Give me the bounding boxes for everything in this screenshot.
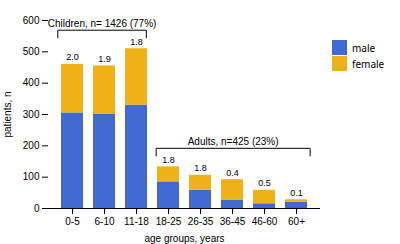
svg-text:2.0: 2.0 (66, 52, 79, 62)
svg-text:patients, n: patients, n (2, 91, 13, 137)
svg-text:Children, n= 1426 (77%): Children, n= 1426 (77%) (48, 18, 157, 29)
svg-text:400: 400 (23, 77, 40, 88)
svg-text:0.1: 0.1 (290, 188, 303, 198)
html-text:female: female (352, 56, 385, 71)
svg-text:0-5: 0-5 (65, 216, 80, 227)
svg-text:0.5: 0.5 (258, 178, 271, 188)
svg-text:500: 500 (23, 46, 40, 57)
html-text:male: male (352, 40, 376, 55)
svg-text:26-35: 26-35 (188, 216, 214, 227)
svg-text:300: 300 (23, 109, 40, 120)
svg-text:600: 600 (23, 15, 40, 26)
svg-text:age groups, years: age groups, years (144, 233, 224, 244)
svg-text:36-45: 36-45 (220, 216, 246, 227)
svg-text:1.8: 1.8 (162, 155, 175, 165)
svg-text:11-18: 11-18 (124, 216, 149, 227)
svg-text:18-25: 18-25 (156, 216, 182, 227)
svg-text:46-60: 46-60 (252, 216, 278, 227)
svg-text:0.4: 0.4 (226, 168, 239, 178)
svg-text:Adults, n=425 (23%): Adults, n=425 (23%) (188, 136, 279, 147)
svg-text:100: 100 (23, 171, 40, 182)
svg-text:60+: 60+ (288, 216, 305, 227)
svg-text:6-10: 6-10 (94, 216, 114, 227)
svg-text:1.8: 1.8 (130, 37, 143, 47)
svg-text:1.8: 1.8 (194, 163, 207, 173)
svg-text:200: 200 (23, 140, 40, 151)
svg-text:0: 0 (34, 203, 40, 214)
svg-text:1.9: 1.9 (98, 54, 111, 64)
